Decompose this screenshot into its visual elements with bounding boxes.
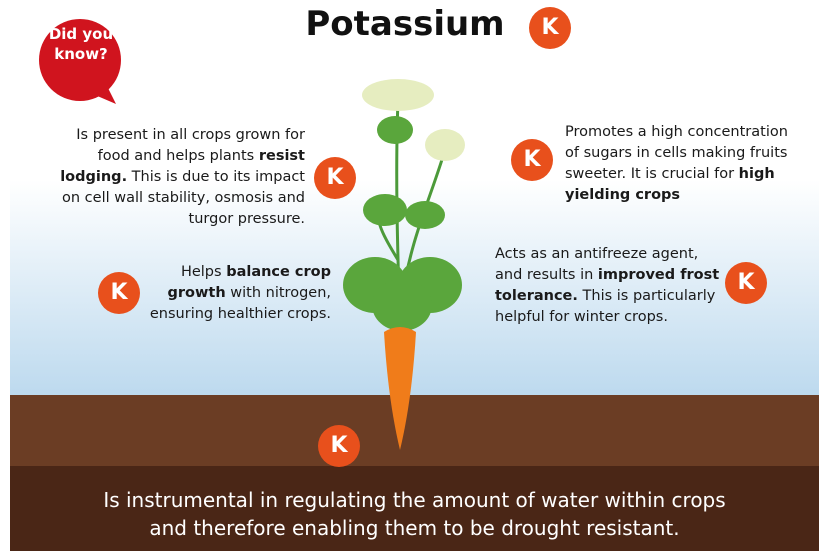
k-badge: K <box>529 7 571 49</box>
fact: Helps balance crop growth with nitrogen,… <box>135 262 331 325</box>
k-badge: K <box>318 425 360 467</box>
k-badge: K <box>314 157 356 199</box>
fact: Acts as an antifreeze agent, and results… <box>495 244 723 328</box>
text: Helps <box>181 264 226 280</box>
infographic: Potassium K Did you know? Is present in … <box>0 0 829 551</box>
footer-text: Is instrumental in regulating the amount… <box>95 486 735 542</box>
k-badge: K <box>511 139 553 181</box>
footer: Is instrumental in regulating the amount… <box>0 486 829 542</box>
fact: Promotes a high concentration of sugars … <box>565 122 805 206</box>
k-badge: K <box>725 262 767 304</box>
fact: Is present in all crops grown for food a… <box>55 125 305 230</box>
k-badge: K <box>98 272 140 314</box>
callout: Did you know? <box>42 24 120 64</box>
title: Potassium <box>290 4 520 44</box>
